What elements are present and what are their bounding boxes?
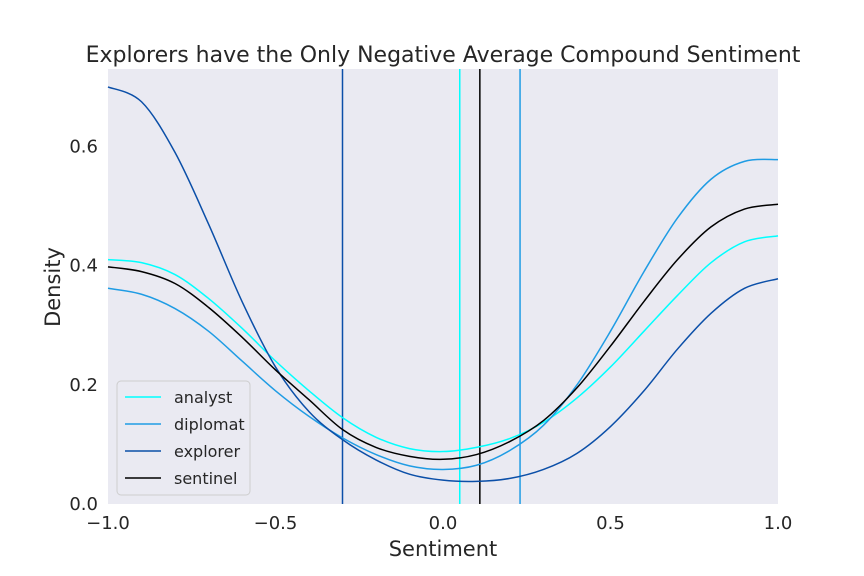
series-line-explorer [107, 86, 779, 483]
y-tick-label: 0.2 [69, 375, 98, 396]
x-tick-label: 1.0 [764, 513, 793, 534]
x-tick-label: 0.0 [429, 513, 458, 534]
series-line-analyst [107, 235, 779, 453]
y-tick-labels: 0.0 0.2 0.4 0.6 [69, 136, 98, 515]
x-tick-label: 0.5 [596, 513, 625, 534]
series-line-sentinel [107, 203, 779, 461]
y-tick-label: 0.0 [69, 494, 98, 515]
x-axis-label: Sentiment [389, 537, 498, 561]
legend-box [116, 380, 251, 496]
legend-label-diplomat: diplomat [174, 415, 245, 434]
legend-label-analyst: analyst [174, 388, 232, 407]
x-tick-label: −1.0 [86, 513, 130, 534]
series-line-diplomat [107, 158, 779, 471]
y-axis-label: Density [41, 247, 65, 327]
legend-label-sentinel: sentinel [174, 469, 237, 488]
density-curves [107, 86, 779, 483]
chart-title: Explorers have the Only Negative Average… [86, 43, 801, 68]
x-tick-label: −0.5 [254, 513, 298, 534]
x-tick-labels: −1.0 −0.5 0.0 0.5 1.0 [86, 513, 792, 534]
legend-label-explorer: explorer [174, 442, 240, 461]
y-tick-label: 0.4 [69, 256, 98, 277]
y-tick-label: 0.6 [69, 136, 98, 157]
mean-lines [341, 69, 521, 504]
legend: analyst diplomat explorer sentinel [116, 380, 251, 496]
